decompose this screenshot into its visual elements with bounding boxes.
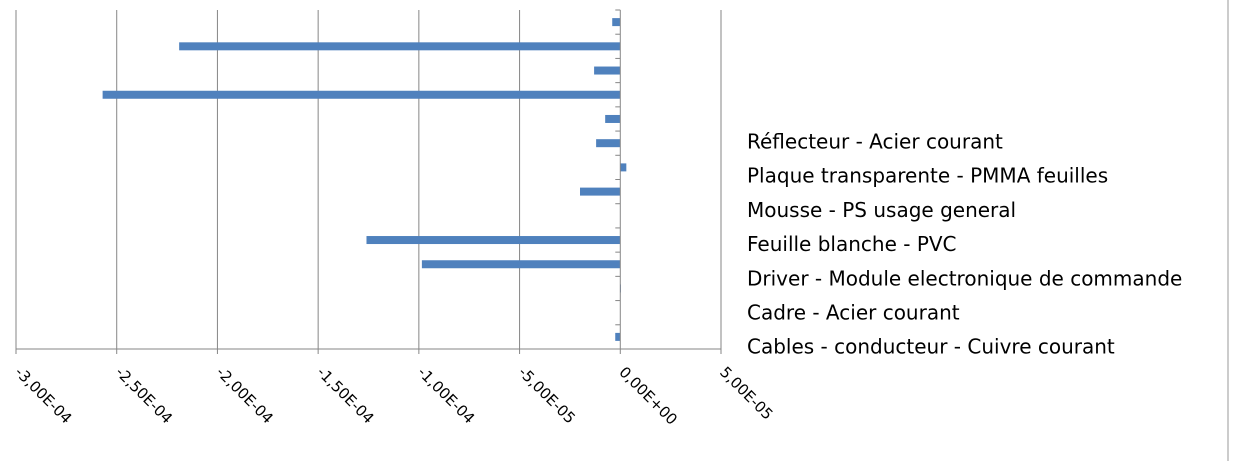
bar [421, 260, 621, 269]
x-tick-label: -5,00E-05 [515, 363, 579, 427]
bars [102, 18, 627, 341]
category-label: Plaque transparente - PMMA feuilles [747, 164, 1108, 188]
category-label: Réflecteur - Acier courant [747, 130, 1003, 154]
bar [179, 42, 621, 51]
x-tick-label: -1,50E-04 [313, 363, 377, 427]
bar [102, 90, 621, 99]
category-labels: Réflecteur - Acier courant Plaque transpa… [747, 130, 1182, 359]
category-label: Cables - conducteur - Cuivre courant [747, 335, 1115, 359]
bar [366, 236, 621, 245]
category-label: Cadre - Acier courant [747, 301, 960, 325]
bar [605, 114, 621, 123]
bar [620, 163, 627, 172]
axes [15, 0, 1229, 461]
x-tick-label: 0,00E+00 [615, 363, 680, 428]
category-label: Driver - Module electronique de commande [747, 266, 1182, 290]
bar [615, 332, 621, 341]
x-tick-label: -2,50E-04 [112, 363, 176, 427]
x-tick-label: 5,00E-05 [716, 363, 776, 423]
gridlines [15, 10, 722, 349]
bar [596, 139, 621, 148]
bar [612, 18, 621, 27]
bar [580, 187, 621, 196]
x-tick-label: -3,00E-04 [11, 363, 75, 427]
category-label: Feuille blanche - PVC [747, 232, 957, 256]
x-tick-label: -2,00E-04 [213, 363, 277, 427]
category-label: Mousse - PS usage general [747, 198, 1016, 222]
x-tick-labels: -3,00E-04 -2,50E-04 -2,00E-04 -1,50E-04 -1,0… [11, 363, 776, 428]
bar [594, 66, 621, 75]
x-tick-label: -1,00E-04 [414, 363, 478, 427]
